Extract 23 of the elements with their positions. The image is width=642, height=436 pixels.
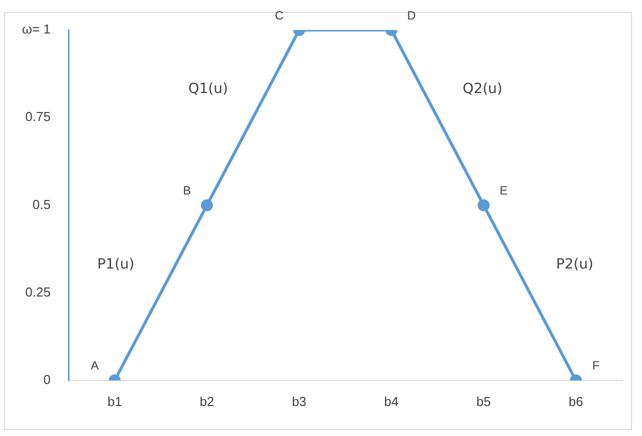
- y-tick-label: 0: [43, 372, 51, 387]
- annotation: E: [500, 184, 508, 198]
- y-tick-label: ω= 1: [22, 22, 51, 37]
- annotation: P1(u): [97, 256, 134, 272]
- annotation: P2(u): [556, 256, 594, 272]
- y-tick-label: 0.5: [32, 196, 51, 212]
- point: [200, 199, 213, 212]
- y-tick-label: 0.75: [25, 109, 51, 124]
- x-tick-label: b4: [384, 394, 399, 409]
- annotation: C: [274, 8, 284, 22]
- annotation: Q1(u): [188, 81, 228, 98]
- x-tick-label: b6: [568, 394, 584, 409]
- annotation: Q2(u): [462, 81, 502, 98]
- annotation: D: [407, 8, 416, 22]
- x-tick-label: b5: [476, 394, 491, 409]
- annotation: A: [90, 358, 99, 373]
- x-tick-label: b2: [200, 394, 214, 409]
- annotation: B: [182, 184, 191, 198]
- x-tick-label: b3: [292, 394, 306, 409]
- x-tick-label: b1: [107, 394, 122, 409]
- y-tick-label: 0.25: [25, 284, 51, 300]
- annotation: F: [592, 358, 600, 373]
- point: [478, 199, 490, 212]
